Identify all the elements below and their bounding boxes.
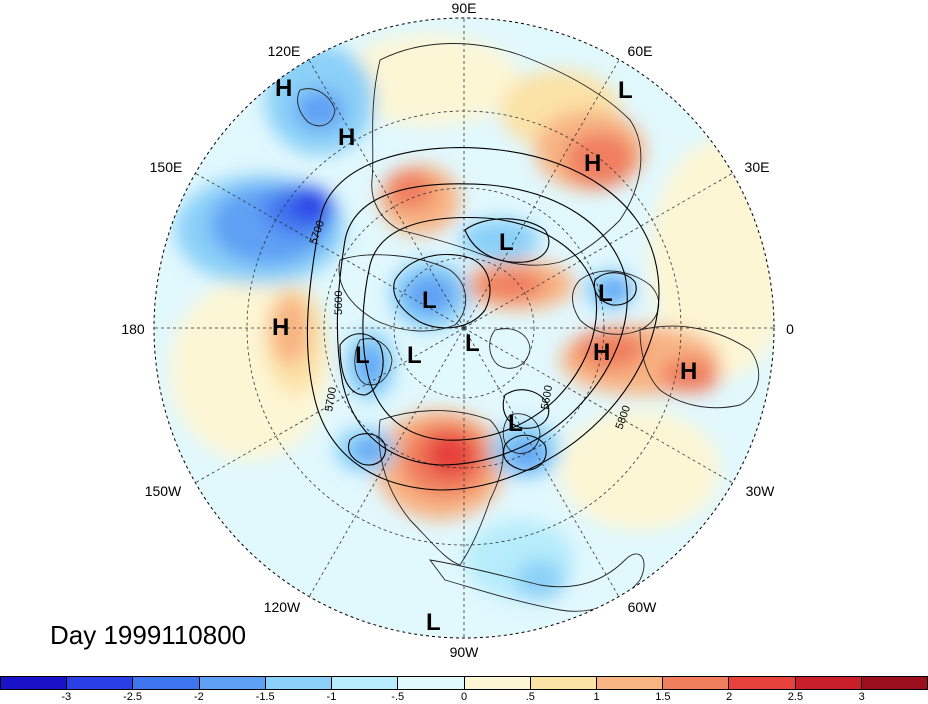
lon-label-30w: 30W	[746, 483, 776, 499]
polar-map: 5700 5600 5700 5600 5800 H H L H L L L H…	[121, 0, 794, 660]
pressure-center-h: H	[584, 150, 601, 177]
colorbar-swatch	[860, 677, 928, 689]
colorbar-swatch	[595, 677, 663, 689]
height-contours	[306, 147, 660, 491]
colorbar: -3 -2.5 -2 -1.5 -1 -.5 0 .5 1 1.5 2 2.5 3	[0, 676, 928, 704]
pressure-center-h: H	[680, 358, 697, 385]
contour-label: 5700	[323, 386, 339, 412]
colorbar-labels: -3 -2.5 -2 -1.5 -1 -.5 0 .5 1 1.5 2 2.5 3	[0, 690, 928, 704]
colorbar-swatch	[0, 677, 67, 689]
colorbar-tick-label: -3	[61, 691, 72, 703]
colorbar-tick-label: 1	[593, 691, 600, 703]
colorbar-swatch	[397, 677, 464, 689]
colorbar-tick-label: .5	[525, 691, 535, 703]
pressure-center-l: L	[598, 280, 613, 307]
colorbar-tick-label: -2	[193, 691, 204, 703]
lon-label-150w: 150W	[145, 483, 182, 499]
colorbar-swatch	[331, 677, 398, 689]
lon-label-90e: 90E	[452, 0, 477, 16]
lon-label-90w: 90W	[450, 644, 480, 660]
colorbar-swatch	[264, 677, 332, 689]
figure-title: Day 1999110800	[50, 620, 247, 650]
pressure-center-h: H	[272, 314, 289, 341]
colorbar-tick-label: 2	[726, 691, 733, 703]
pressure-center-l: L	[426, 609, 441, 636]
colorbar-swatch	[132, 677, 199, 689]
lon-label-150e: 150E	[150, 159, 183, 175]
lon-label-120w: 120W	[264, 599, 301, 615]
coastlines	[297, 43, 760, 612]
colorbar-swatch	[66, 677, 133, 689]
lon-label-120e: 120E	[268, 43, 301, 59]
lon-label-30e: 30E	[745, 159, 770, 175]
colorbar-swatch	[529, 677, 596, 689]
pressure-center-l: L	[618, 77, 633, 104]
colorbar-tick-label: -2.5	[123, 691, 143, 703]
pressure-center-h: H	[275, 75, 292, 102]
pressure-center-l: L	[407, 342, 422, 369]
contour-label: 5600	[333, 291, 345, 315]
colorbar-tick-label: -1	[326, 691, 337, 703]
pressure-center-l: L	[508, 410, 523, 437]
colorbar-swatch	[794, 677, 861, 689]
colorbar-tick-label: 0	[460, 691, 468, 703]
colorbar-tick-label: 2.5	[787, 691, 804, 703]
pressure-center-l: L	[422, 287, 437, 314]
pressure-center-l: L	[499, 229, 514, 256]
lon-label-180: 180	[121, 321, 145, 337]
anomaly-field: 5700 5600 5700 5600 5800 H H L H L L L H…	[154, 18, 774, 638]
colorbar-tick-label: -1.5	[255, 691, 275, 703]
contour-label: 5600	[539, 384, 555, 410]
colorbar-swatch	[662, 677, 729, 689]
colorbar-swatch	[728, 677, 795, 689]
pressure-center-h: H	[338, 124, 355, 151]
colorbar-boxes	[0, 676, 928, 690]
pressure-center-h: H	[593, 339, 610, 366]
pressure-center-l: L	[355, 342, 370, 369]
lon-label-0: 0	[786, 321, 794, 337]
colorbar-tick-label: -.5	[391, 691, 405, 703]
lon-label-60w: 60W	[628, 599, 658, 615]
lon-label-60e: 60E	[628, 43, 653, 59]
colorbar-swatch	[198, 677, 265, 689]
colorbar-tick-label: 3	[858, 691, 865, 703]
colorbar-swatch	[463, 677, 530, 689]
colorbar-tick-label: 1.5	[655, 691, 671, 703]
pressure-center-l: L	[465, 330, 480, 357]
